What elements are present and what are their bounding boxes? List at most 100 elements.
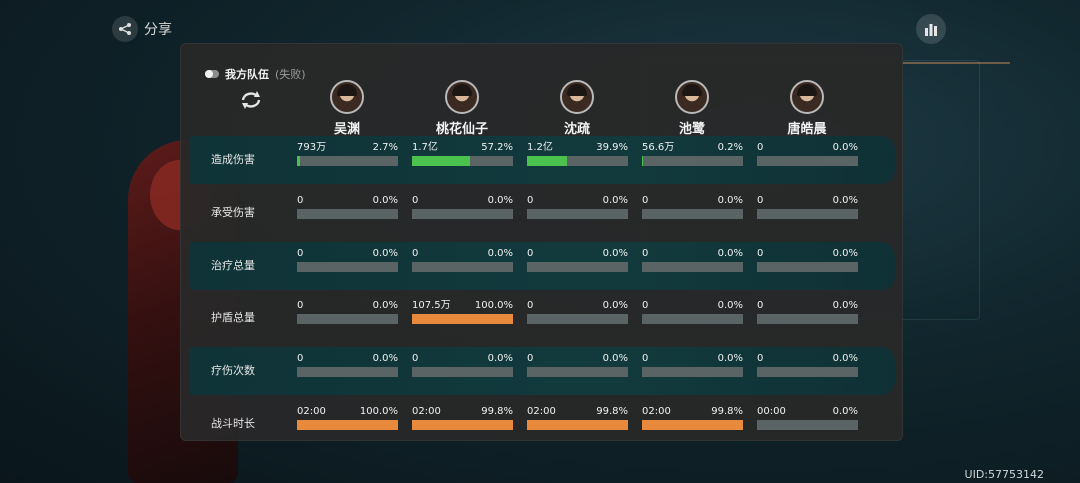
stat-percent: 0.0% <box>832 406 858 417</box>
stat-progress-bar <box>412 262 513 272</box>
hero-name: 吴渊 <box>333 122 360 137</box>
stat-percent: 0.0% <box>717 353 743 364</box>
stat-cell: 793万 2.7% <box>297 141 398 166</box>
stat-progress-fill <box>527 420 628 430</box>
stat-value: 0 <box>642 248 649 259</box>
stat-value: 0 <box>527 300 534 311</box>
stat-progress-fill <box>527 156 568 166</box>
stat-value: 0 <box>297 195 304 206</box>
stat-value: 00:00 <box>757 406 786 417</box>
hero-column-header[interactable]: 吴渊 <box>297 80 397 137</box>
stat-cell: 02:00 99.8% <box>412 405 513 430</box>
stat-progress-bar <box>297 367 398 377</box>
stat-cell: 0 0.0% <box>757 141 858 166</box>
stat-progress-bar <box>297 314 398 324</box>
stat-percent: 57.2% <box>481 142 513 153</box>
stat-cell: 0 0.0% <box>412 352 513 377</box>
stat-cell: 0 0.0% <box>527 194 628 219</box>
stat-row: 战斗时长 02:00 100.0% 02:00 99.8% 02:00 99.8% 02:00… <box>189 400 895 448</box>
hero-avatar[interactable] <box>560 80 594 114</box>
stat-progress-bar <box>757 420 858 430</box>
stat-progress-fill <box>412 420 513 430</box>
hero-column-header[interactable]: 桃花仙子 <box>412 80 512 137</box>
stat-progress-bar <box>642 367 743 377</box>
stat-row-label: 治疗总量 <box>211 259 255 272</box>
stat-value: 0 <box>757 248 764 259</box>
stat-row-label: 疗伤次数 <box>211 364 255 377</box>
stat-cell: 02:00 99.8% <box>527 405 628 430</box>
hero-column-header[interactable]: 唐皓晨 <box>757 80 857 137</box>
stat-percent: 0.0% <box>832 248 858 259</box>
stat-value: 56.6万 <box>642 142 675 153</box>
stat-progress-fill <box>297 420 398 430</box>
stat-percent: 0.0% <box>487 248 513 259</box>
stat-value: 0 <box>527 248 534 259</box>
stats-button[interactable] <box>916 14 946 44</box>
stat-progress-fill <box>297 156 300 166</box>
stat-row-label: 造成伤害 <box>211 153 255 166</box>
stat-cell: 56.6万 0.2% <box>642 141 743 166</box>
switch-team-button[interactable] <box>236 86 266 114</box>
refresh-icon <box>241 91 261 109</box>
stat-row-label: 承受伤害 <box>211 206 255 219</box>
hero-name: 唐皓晨 <box>787 122 827 137</box>
stat-value: 0 <box>412 195 419 206</box>
stat-row-label: 战斗时长 <box>211 417 255 430</box>
stat-progress-bar <box>297 156 398 166</box>
stat-value: 0 <box>527 195 534 206</box>
stat-percent: 0.0% <box>372 248 398 259</box>
hero-column-header[interactable]: 池鹭 <box>642 80 742 137</box>
stat-progress-bar <box>527 209 628 219</box>
stat-row: 造成伤害 793万 2.7% 1.7亿 57.2% 1.2亿 39.9% 56.6万 0.2% 0… <box>189 136 895 184</box>
stat-value: 02:00 <box>297 406 326 417</box>
stat-percent: 100.0% <box>359 406 398 417</box>
stat-value: 107.5万 <box>412 300 451 311</box>
stat-row: 护盾总量 0 0.0% 107.5万 100.0% 0 0.0% 0 0.0% 0 0.0% <box>189 294 895 342</box>
stat-percent: 0.0% <box>602 248 628 259</box>
stat-value: 0 <box>757 300 764 311</box>
stat-progress-bar <box>757 367 858 377</box>
stat-progress-bar <box>642 420 743 430</box>
stat-progress-bar <box>642 209 743 219</box>
stat-progress-bar <box>527 262 628 272</box>
hero-column-header[interactable]: 沈疏 <box>527 80 627 137</box>
share-icon <box>112 16 138 42</box>
stat-percent: 2.7% <box>372 142 398 153</box>
stat-cell: 0 0.0% <box>642 299 743 324</box>
stat-cell: 0 0.0% <box>412 194 513 219</box>
battle-stats-panel: 我方队伍 (失败) 吴渊 桃花仙子 沈疏 池鹭 唐皓晨 造成伤害 793万 2.7% 1.7亿… <box>180 43 903 441</box>
stat-value: 0 <box>757 353 764 364</box>
hero-avatar[interactable] <box>675 80 709 114</box>
hero-name: 池鹭 <box>678 122 705 137</box>
stat-value: 0 <box>642 353 649 364</box>
bar-chart-icon <box>925 24 937 36</box>
hero-avatar[interactable] <box>330 80 364 114</box>
stat-row: 承受伤害 0 0.0% 0 0.0% 0 0.0% 0 0.0% 0 0.0% <box>189 189 895 237</box>
stat-cell: 02:00 99.8% <box>642 405 743 430</box>
stat-value: 0 <box>527 353 534 364</box>
hero-avatar[interactable] <box>790 80 824 114</box>
stat-cell: 0 0.0% <box>527 352 628 377</box>
stat-cell: 1.2亿 39.9% <box>527 141 628 166</box>
stat-progress-bar <box>297 262 398 272</box>
stat-progress-bar <box>757 314 858 324</box>
stat-progress-fill <box>412 156 470 166</box>
stat-value: 0 <box>412 248 419 259</box>
stat-row: 疗伤次数 0 0.0% 0 0.0% 0 0.0% 0 0.0% 0 0.0% <box>189 347 895 395</box>
stat-progress-bar <box>297 420 398 430</box>
toggle-icon[interactable] <box>205 70 219 78</box>
stat-cell: 0 0.0% <box>527 247 628 272</box>
stat-percent: 99.8% <box>711 406 743 417</box>
stat-value: 1.2亿 <box>527 142 553 153</box>
stat-row: 治疗总量 0 0.0% 0 0.0% 0 0.0% 0 0.0% 0 0.0% <box>189 242 895 290</box>
stat-cell: 02:00 100.0% <box>297 405 398 430</box>
share-button[interactable]: 分享 <box>112 16 172 42</box>
stat-progress-fill <box>642 420 743 430</box>
stat-cell: 0 0.0% <box>642 194 743 219</box>
stat-progress-bar <box>412 367 513 377</box>
stat-value: 0 <box>757 195 764 206</box>
stat-progress-bar <box>412 156 513 166</box>
stat-percent: 39.9% <box>596 142 628 153</box>
hero-avatar[interactable] <box>445 80 479 114</box>
stat-percent: 0.0% <box>602 195 628 206</box>
